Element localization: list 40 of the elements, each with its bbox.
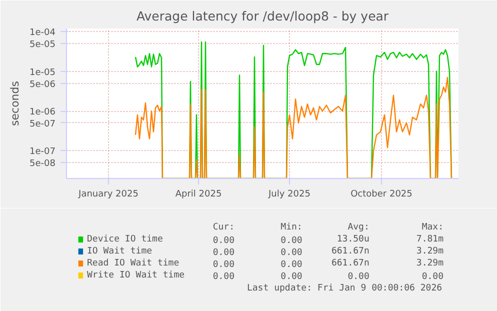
y-tick-label: 5e-07 [30,120,56,130]
text: 3.29m [416,258,444,268]
line-series [134,76,452,178]
text: 661.67n [331,246,370,256]
chart-title: Average latency for /dev/loop8 - by year [136,8,390,24]
text: 0.00 [280,248,302,258]
text: 0.00 [280,236,302,246]
y-axis-title: seconds [8,80,22,126]
text: 0.00 [212,236,235,246]
y-tick-label: 5e-06 [30,80,56,90]
text: 661.67n [331,258,370,268]
text: 0.00 [280,260,302,270]
y-tick-label: 1e-04 [30,28,56,38]
x-tick-label: April 2025 [175,190,222,200]
x-tick-label: October 2025 [350,190,412,200]
x-tick-label: January 2025 [78,190,138,200]
text: 0.00 [348,272,370,282]
y-tick-label: 5e-08 [30,159,56,170]
text: 0.00 [212,248,235,258]
y-tick-label: 1e-06 [30,108,56,118]
text: 0.00 [212,272,235,282]
text: 7.81m [416,234,444,244]
text: 13.50u [336,234,370,244]
legend-label: IO Wait time [87,246,152,256]
text: Min: [280,222,302,232]
text: 0.00 [422,272,444,282]
text: Last update: Fri Jan 9 00:00:06 2026 [246,284,442,294]
y-tick-label: 1e-05 [30,68,56,78]
legend-label: Write IO Wait time [87,270,185,280]
text: Cur: [212,222,235,232]
x-tick-label: July 2025 [268,190,310,200]
text: 0.00 [212,260,235,270]
text: 0.00 [280,272,302,282]
legend-label: Device IO time [87,234,163,244]
legend-label: Read IO Wait time [87,258,180,268]
y-tick-label: 1e-07 [30,147,56,158]
text: 3.29m [416,246,444,256]
y-tick-label: 5e-05 [30,40,56,50]
text: Max: [422,222,444,232]
text: Avg: [348,222,370,232]
